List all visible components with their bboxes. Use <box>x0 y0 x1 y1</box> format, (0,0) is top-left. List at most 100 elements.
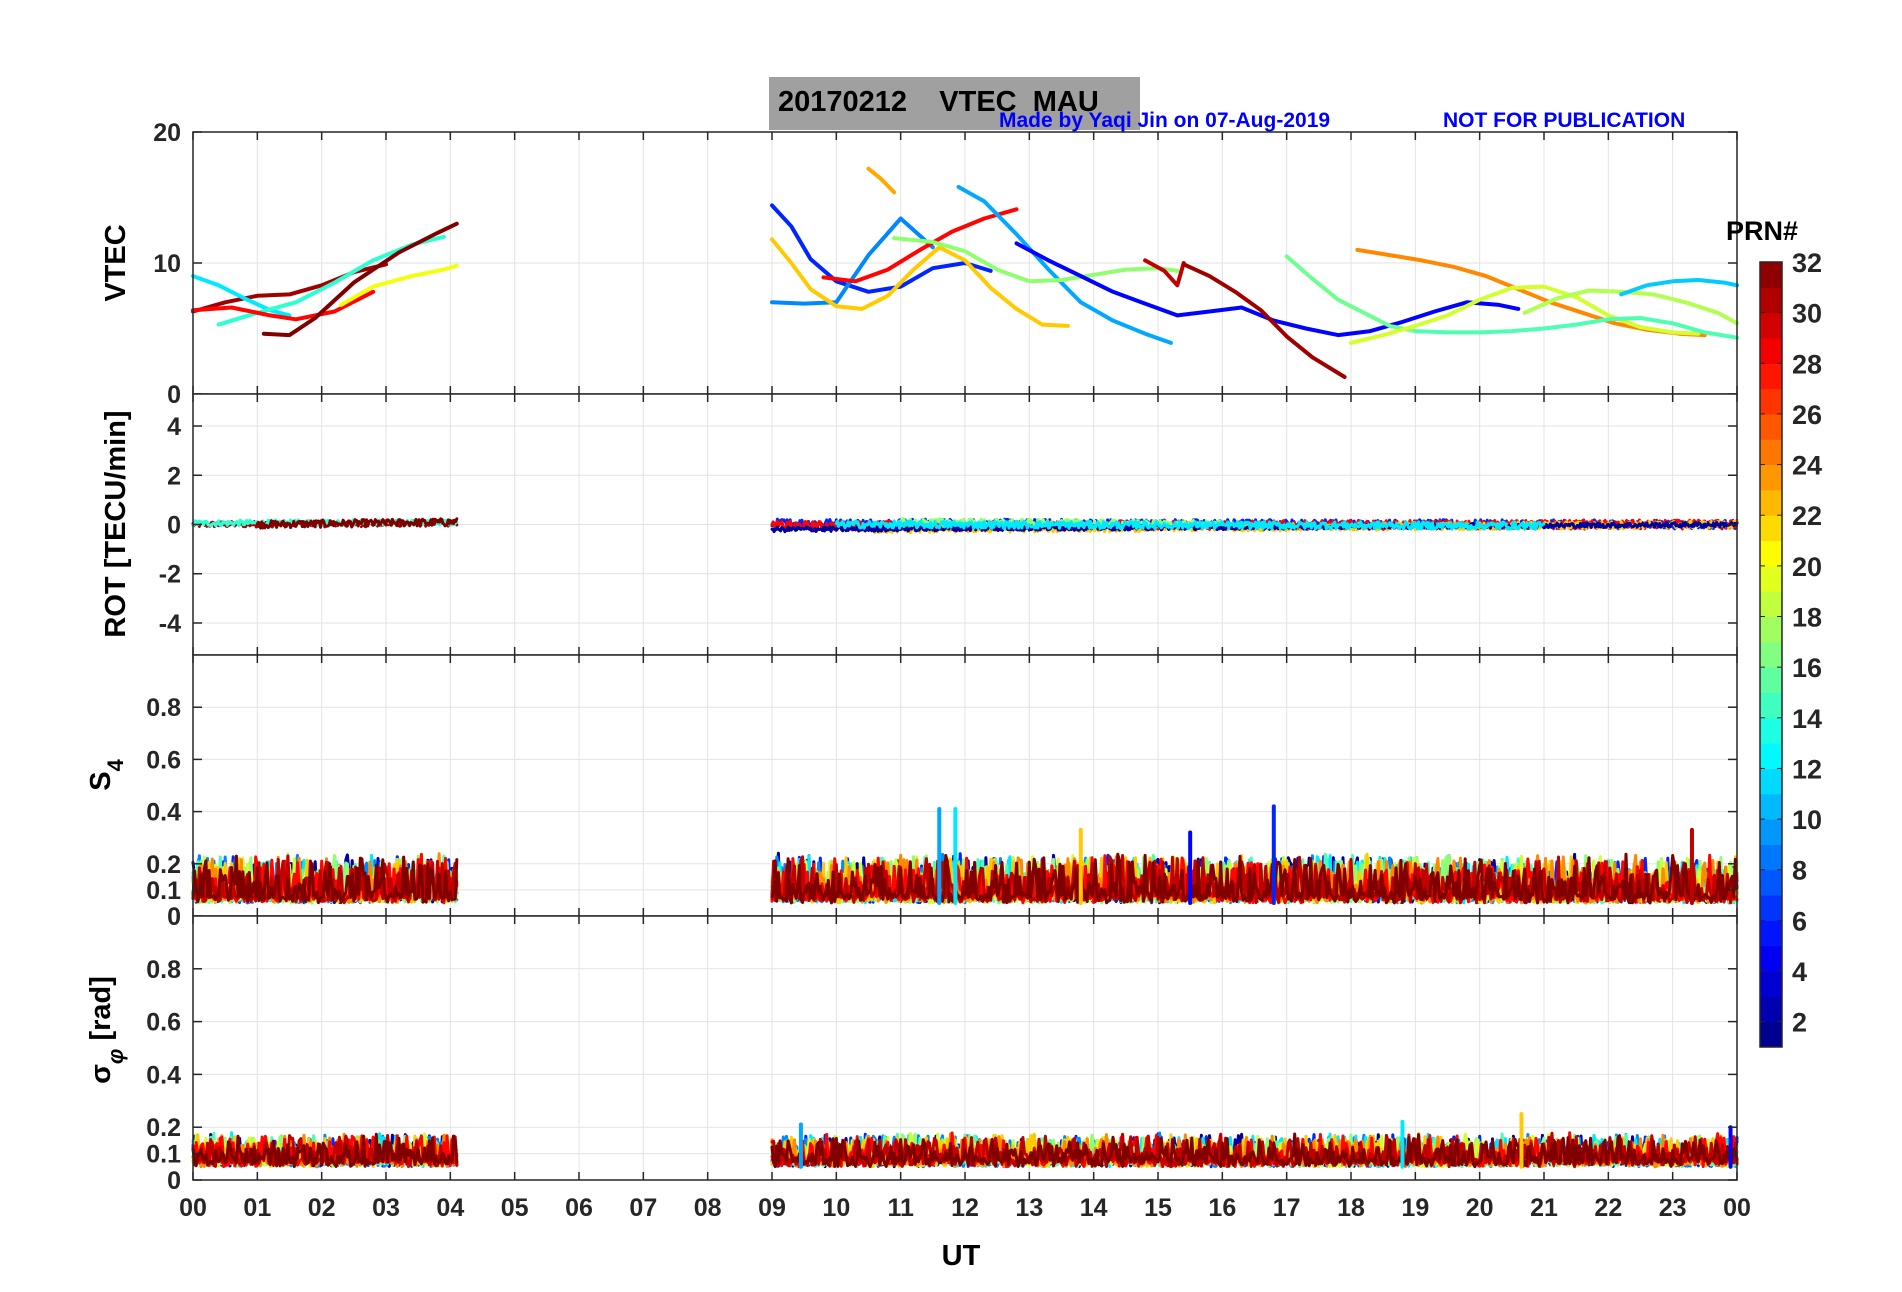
x-tick-label: 02 <box>308 1194 336 1222</box>
y-tick-label: 0 <box>167 1167 181 1195</box>
panel-4: 00.10.2 0.4 0.6 0.8 σφ [rad] <box>85 915 1739 1195</box>
colorbar-segment <box>1760 641 1782 668</box>
colorbar-frame <box>1759 261 1783 1048</box>
x-tick-label: 12 <box>951 1194 979 1222</box>
x-axis-ticks: 00 01 02 03 04 05 06 07 08 09 10 11 12 13 14 15 16 17 18 19… <box>179 1194 1751 1222</box>
credit-made-by: Made by Yaqi Jin on 07-Aug-2019 <box>999 109 1331 132</box>
chart-title: 20170212 VTEC MAU <box>778 86 1099 119</box>
y-tick-label: 4 <box>167 413 181 441</box>
series-prn-19 <box>1349 284 1701 345</box>
series-prn-16 <box>1284 254 1418 334</box>
x-tick-label: 00 <box>1723 1194 1751 1222</box>
series-prn-22 <box>770 237 1070 328</box>
y-tick-label: 0.8 <box>146 956 181 984</box>
colorbar-tick-label: 6 <box>1792 906 1807 936</box>
colorbar-tick-label: 10 <box>1792 805 1822 835</box>
colorbar-segment <box>1760 869 1782 896</box>
colorbar-tick-label: 18 <box>1792 603 1822 633</box>
y-tick-label: 0.8 <box>146 694 181 722</box>
y-axis-ticks: 00.10.2 0.4 0.6 0.8 <box>146 655 1738 931</box>
series-prn-32 <box>770 852 1739 905</box>
x-tick-label: 20 <box>1466 1194 1494 1222</box>
series-prn-23 <box>866 166 897 195</box>
colorbar-segment <box>1760 262 1782 288</box>
y-axis-ticks: -4 -2 0 2 4 <box>159 394 1738 655</box>
colorbar-segment <box>1760 565 1782 592</box>
series-prn-12 <box>834 519 1546 531</box>
panel-3: 00.10.2 0.4 0.6 0.8 S4 <box>85 654 1739 931</box>
x-tick-label: 19 <box>1401 1194 1429 1222</box>
series-prn-6 <box>770 203 993 294</box>
colorbar-tick-label: 24 <box>1792 451 1822 481</box>
y-tick-label: 0 <box>167 903 181 931</box>
panel-data <box>191 517 1739 535</box>
x-tick-label: 18 <box>1337 1194 1365 1222</box>
colorbar-tick-label: 32 <box>1792 248 1822 278</box>
y-tick-label: 0 <box>167 512 181 540</box>
series-prn-32 <box>191 1132 459 1169</box>
x-tick-label: 14 <box>1080 1194 1108 1222</box>
series-prn-10 <box>956 185 1173 345</box>
colorbar-label: PRN# <box>1726 216 1798 246</box>
y-tick-label: 0.6 <box>146 1009 181 1037</box>
colorbar-segment <box>1760 1021 1782 1048</box>
panel-data <box>191 804 1739 905</box>
x-tick-label: 00 <box>179 1194 207 1222</box>
colorbar-tick-label: 16 <box>1792 653 1822 683</box>
series-prn-30 <box>1143 258 1186 288</box>
series-prn-32 <box>255 517 459 530</box>
y-tick-label: 0 <box>167 381 181 409</box>
series-prn-12 <box>191 274 292 318</box>
series-prn-15 <box>1413 316 1739 340</box>
y-tick-label: 10 <box>153 250 181 278</box>
y-tick-label: 0.2 <box>146 851 181 879</box>
y-tick-label: 2 <box>167 462 181 490</box>
colorbar-tick-label: 22 <box>1792 501 1822 531</box>
x-axis-label: UT <box>942 1240 981 1272</box>
colorbar-tick-label: 14 <box>1792 704 1822 734</box>
colorbar-segment <box>1760 692 1782 719</box>
series-prn-28 <box>191 289 376 322</box>
x-tick-label: 04 <box>436 1194 464 1222</box>
series-prn-18 <box>1522 288 1739 326</box>
colorbar-segment <box>1760 515 1782 542</box>
colorbar-segment <box>1760 768 1782 795</box>
panel-data <box>191 1112 1739 1169</box>
series-prn-32 <box>770 1132 1739 1169</box>
y-tick-label: -4 <box>159 610 181 638</box>
series-prn-17 <box>892 236 1180 284</box>
y-axis-label: VTEC <box>100 224 132 301</box>
colorbar-segment <box>1760 844 1782 871</box>
series-prn-28 <box>821 207 1019 284</box>
colorbar-tick-label: 28 <box>1792 349 1822 379</box>
colorbar-tick-label: 20 <box>1792 552 1822 582</box>
colorbar-segment <box>1760 489 1782 516</box>
x-tick-label: 23 <box>1659 1194 1687 1222</box>
credit-notice: NOT FOR PUBLICATION <box>1443 109 1686 132</box>
colorbar-segment <box>1760 413 1782 440</box>
y-tick-label: 0.1 <box>146 1141 181 1169</box>
colorbar-segment <box>1760 591 1782 618</box>
x-tick-label: 21 <box>1530 1194 1558 1222</box>
x-tick-label: 15 <box>1144 1194 1172 1222</box>
colorbar-segment <box>1760 540 1782 567</box>
x-tick-label: 03 <box>372 1194 400 1222</box>
colorbar-tick-label: 8 <box>1792 856 1807 886</box>
x-tick-label: 17 <box>1273 1194 1301 1222</box>
colorbar-segment <box>1760 895 1782 921</box>
colorbar-tick-label: 2 <box>1792 1008 1807 1038</box>
x-tick-label: 05 <box>501 1194 529 1222</box>
colorbar-segment <box>1760 337 1782 364</box>
series-prn-31 <box>1181 262 1347 379</box>
colorbar-segment <box>1760 287 1782 314</box>
colorbar-segment <box>1760 388 1782 415</box>
series-prn-20 <box>339 263 459 307</box>
y-axis-label: S4 <box>85 758 128 790</box>
series-prn-32 <box>191 854 459 905</box>
panel-2: -4 -2 0 2 4 ROT [TECU/min] <box>100 393 1739 656</box>
x-tick-label: 16 <box>1208 1194 1236 1222</box>
y-axis-ticks: 00.10.2 0.4 0.6 0.8 <box>146 916 1738 1195</box>
colorbar-segment <box>1760 945 1782 972</box>
